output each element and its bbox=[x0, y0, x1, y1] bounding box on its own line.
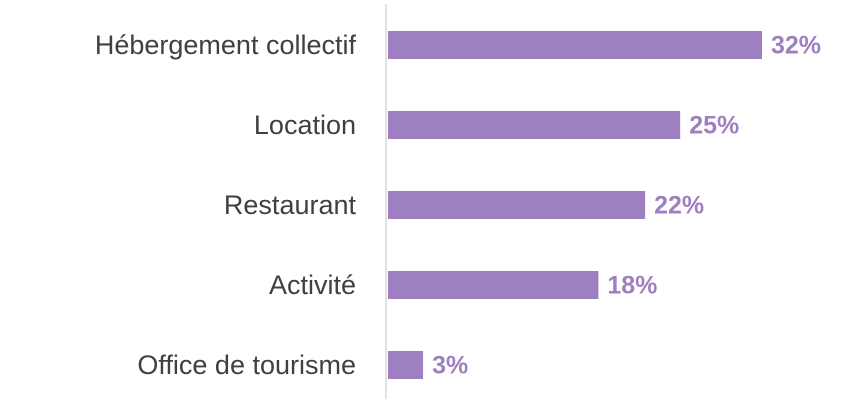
bar bbox=[388, 191, 646, 219]
category-label: Restaurant bbox=[224, 190, 357, 220]
bar bbox=[388, 271, 599, 299]
value-label: 32% bbox=[771, 32, 821, 60]
value-label: 22% bbox=[654, 192, 704, 220]
value-label: 25% bbox=[689, 112, 739, 140]
category-label: Location bbox=[254, 110, 356, 140]
value-label: 3% bbox=[432, 352, 468, 380]
bar bbox=[388, 111, 681, 139]
bar bbox=[388, 351, 424, 379]
bar bbox=[388, 31, 762, 59]
category-label: Office de tourisme bbox=[137, 350, 356, 380]
category-label: Activité bbox=[269, 270, 356, 300]
category-label: Hébergement collectif bbox=[95, 30, 357, 60]
value-label: 18% bbox=[607, 272, 657, 300]
